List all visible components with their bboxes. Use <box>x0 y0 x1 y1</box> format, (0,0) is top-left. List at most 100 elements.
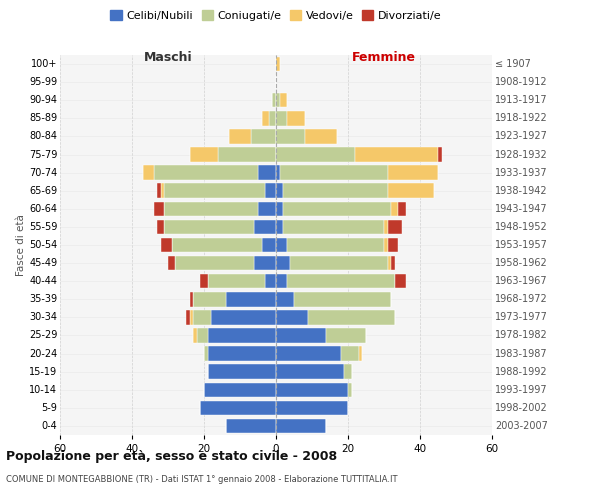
Bar <box>164 220 254 234</box>
Legend: Celibi/Nubili, Coniugati/e, Vedovi/e, Divorziati/e: Celibi/Nubili, Coniugati/e, Vedovi/e, Di… <box>108 8 444 23</box>
Bar <box>395 274 406 288</box>
Bar <box>388 256 391 270</box>
Bar <box>388 166 438 180</box>
Bar <box>283 202 391 216</box>
Bar <box>200 274 208 288</box>
Bar <box>211 310 276 324</box>
Bar <box>276 148 355 162</box>
Bar <box>186 310 190 324</box>
Bar <box>388 184 434 198</box>
Bar <box>276 184 283 198</box>
Bar <box>276 57 280 72</box>
Text: Femmine: Femmine <box>352 52 416 64</box>
Bar <box>276 93 280 108</box>
Bar <box>218 148 276 162</box>
Bar <box>193 328 197 342</box>
Bar <box>172 238 262 252</box>
Bar <box>197 328 208 342</box>
Bar <box>208 328 276 342</box>
Bar <box>208 364 276 379</box>
Bar <box>276 310 308 324</box>
Bar <box>344 364 352 379</box>
Bar <box>276 292 294 306</box>
Bar <box>287 111 305 126</box>
Bar <box>287 238 384 252</box>
Bar <box>305 129 337 144</box>
Bar <box>161 238 172 252</box>
Bar <box>276 418 326 433</box>
Bar <box>276 238 287 252</box>
Bar <box>276 400 348 415</box>
Y-axis label: Fasce di età: Fasce di età <box>16 214 26 276</box>
Bar <box>308 310 395 324</box>
Bar <box>143 166 154 180</box>
Bar <box>262 238 276 252</box>
Bar <box>157 220 164 234</box>
Bar <box>226 418 276 433</box>
Bar <box>157 184 161 198</box>
Bar <box>398 202 406 216</box>
Bar <box>388 220 402 234</box>
Bar <box>258 166 276 180</box>
Bar <box>359 346 362 361</box>
Bar <box>438 148 442 162</box>
Bar <box>265 184 276 198</box>
Bar <box>190 148 218 162</box>
Bar <box>226 292 276 306</box>
Bar <box>193 292 226 306</box>
Text: COMUNE DI MONTEGABBIONE (TR) - Dati ISTAT 1° gennaio 2008 - Elaborazione TUTTITA: COMUNE DI MONTEGABBIONE (TR) - Dati ISTA… <box>6 475 398 484</box>
Text: Maschi: Maschi <box>143 52 193 64</box>
Bar <box>388 238 398 252</box>
Bar <box>348 382 352 397</box>
Bar <box>276 274 287 288</box>
Bar <box>161 184 164 198</box>
Bar <box>258 202 276 216</box>
Bar <box>265 274 276 288</box>
Bar <box>290 256 388 270</box>
Bar <box>276 166 280 180</box>
Bar <box>204 382 276 397</box>
Bar <box>276 111 287 126</box>
Bar <box>262 111 269 126</box>
Bar <box>280 93 287 108</box>
Bar <box>154 202 164 216</box>
Bar <box>276 202 283 216</box>
Bar <box>355 148 438 162</box>
Bar <box>208 274 265 288</box>
Bar <box>164 184 265 198</box>
Bar <box>208 346 276 361</box>
Bar <box>154 166 258 180</box>
Bar <box>384 220 388 234</box>
Bar <box>276 382 348 397</box>
Bar <box>190 292 193 306</box>
Bar <box>294 292 391 306</box>
Bar <box>276 129 305 144</box>
Bar <box>229 129 251 144</box>
Bar <box>283 184 388 198</box>
Bar <box>391 202 398 216</box>
Bar <box>326 328 366 342</box>
Bar <box>283 220 384 234</box>
Bar <box>269 111 276 126</box>
Bar <box>384 238 388 252</box>
Bar <box>204 346 208 361</box>
Text: Popolazione per età, sesso e stato civile - 2008: Popolazione per età, sesso e stato civil… <box>6 450 337 463</box>
Bar <box>280 166 388 180</box>
Bar <box>164 202 258 216</box>
Bar <box>193 310 211 324</box>
Bar <box>200 400 276 415</box>
Bar <box>272 93 276 108</box>
Bar <box>341 346 359 361</box>
Bar <box>276 364 344 379</box>
Bar <box>276 346 341 361</box>
Bar <box>190 310 193 324</box>
Bar <box>276 256 290 270</box>
Bar <box>254 256 276 270</box>
Bar <box>276 220 283 234</box>
Bar <box>254 220 276 234</box>
Bar <box>276 328 326 342</box>
Bar <box>168 256 175 270</box>
Bar <box>251 129 276 144</box>
Bar <box>287 274 395 288</box>
Bar <box>175 256 254 270</box>
